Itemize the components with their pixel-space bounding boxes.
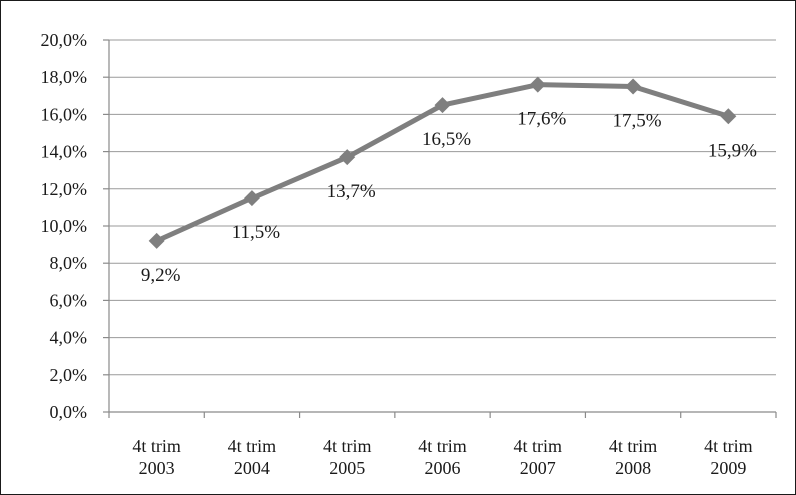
y-tick-label: 4,0% (50, 328, 88, 348)
data-label: 16,5% (422, 129, 471, 150)
y-tick-label: 16,0% (41, 104, 88, 124)
data-label: 9,2% (141, 265, 181, 286)
x-tick-label: 4t trim 2009 (704, 436, 753, 478)
y-tick-label: 0,0% (50, 402, 88, 422)
y-tick-label: 10,0% (41, 216, 88, 236)
y-tick-label: 8,0% (50, 253, 88, 273)
y-axis-tick-labels: 0,0% 2,0% 4,0% 6,0% 8,0% 10,0% 12,0% 14,0% 16,0%… (41, 30, 88, 422)
y-tick-label: 6,0% (50, 290, 88, 310)
x-tick-label: 4t trim 2008 (609, 436, 658, 478)
x-tick-label: 4t trim 2003 (132, 436, 181, 478)
data-point-marker (529, 76, 546, 93)
x-tick-label: 4t trim 2007 (514, 436, 563, 478)
data-point-marker (243, 190, 260, 207)
x-tick-label: 4t trim 2005 (323, 436, 372, 478)
y-tick-label: 14,0% (41, 142, 88, 162)
data-label: 17,6% (517, 109, 566, 130)
x-tick-label: 4t trim 2004 (228, 436, 277, 478)
x-tick-label: 4t trim 2006 (418, 436, 467, 478)
y-tick-label: 20,0% (41, 30, 88, 50)
data-point-marker (339, 149, 356, 166)
data-point-marker (148, 232, 165, 249)
data-label: 17,5% (613, 111, 662, 132)
data-labels: 9,2% 11,5% 13,7% 16,5% 17,6% 17,5% 15,9% (141, 109, 757, 286)
data-point-marker (720, 108, 737, 125)
series (148, 76, 737, 249)
data-label: 15,9% (708, 140, 757, 161)
y-tick-label: 18,0% (41, 67, 88, 87)
y-tick-label: 2,0% (50, 365, 88, 385)
data-label: 11,5% (232, 222, 281, 243)
x-axis-tick-labels: 4t trim 2003 4t trim 2004 4t trim 2005 4t trim… (132, 436, 752, 478)
y-tick-label: 12,0% (41, 179, 88, 199)
data-label: 13,7% (327, 181, 376, 202)
gridlines (103, 39, 777, 418)
data-point-marker (434, 97, 451, 114)
data-point-marker (625, 78, 642, 95)
